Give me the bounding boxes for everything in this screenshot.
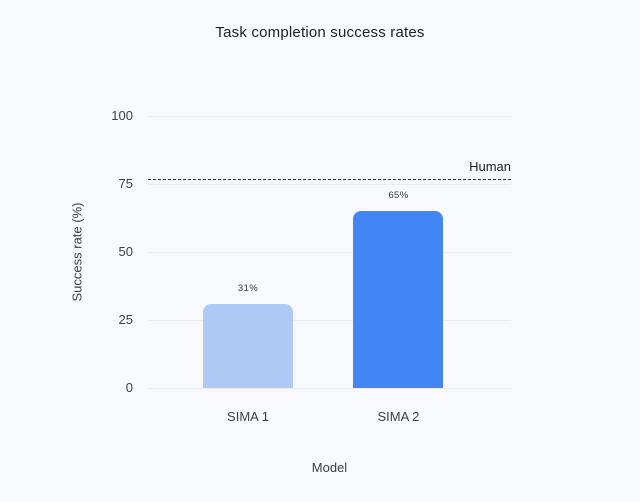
human-reference-line (148, 178, 511, 180)
human-reference-label: Human (469, 158, 511, 174)
bar-sima-2 (353, 211, 444, 388)
gridline-75 (148, 184, 511, 185)
y-axis-title: Success rate (%) (69, 202, 85, 302)
gridline-100 (148, 116, 511, 117)
y-tick-label-25: 25 (118, 312, 133, 327)
x-axis-title: Model (311, 460, 348, 475)
gridline-50 (148, 252, 511, 253)
plot-area: 0 25 50 75 100 31% SIMA 1 65% SIMA 2 Human (111, 108, 511, 424)
bar-sima-1 (203, 303, 293, 388)
chart-title: Task completion success rates (215, 24, 425, 41)
bar-value-label: 65% (388, 190, 409, 202)
y-tick-label-50: 50 (118, 244, 133, 259)
bar-value-label: 31% (237, 282, 259, 294)
y-tick-label-100: 100 (111, 108, 133, 123)
y-tick-label-0: 0 (125, 380, 133, 395)
gridline-0 (148, 388, 511, 389)
x-tick-label-sima-2: SIMA 2 (377, 409, 420, 424)
x-tick-label-sima-1: SIMA 1 (227, 409, 269, 424)
gridline-25 (148, 320, 511, 321)
y-tick-label-75: 75 (118, 176, 133, 191)
